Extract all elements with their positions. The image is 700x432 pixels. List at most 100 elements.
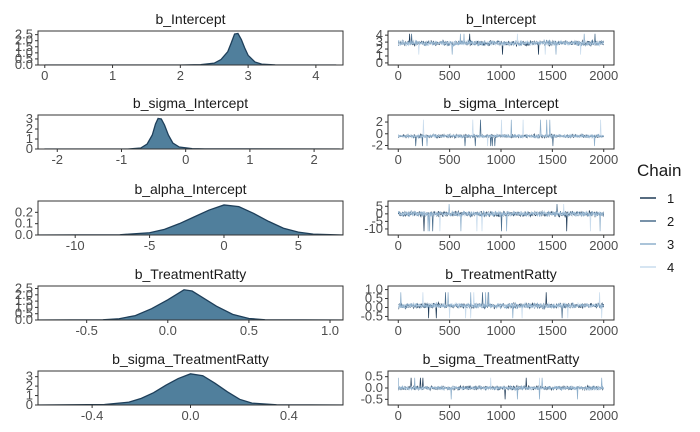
x-tick-label: 1.0 <box>321 323 339 338</box>
y-tick-label: 0 <box>376 55 383 70</box>
panel-border <box>37 30 344 66</box>
x-tick-label: 0.0 <box>181 408 199 423</box>
y-tick-label: 1 <box>26 388 33 403</box>
panel-border <box>37 200 344 236</box>
y-tick-label: 2.5 <box>15 27 33 42</box>
y-tick-label: 0 <box>26 141 33 156</box>
y-tick-label: 0.5 <box>365 369 383 384</box>
y-tick-label: 2.5 <box>15 281 33 296</box>
x-tick-label: 2 <box>310 152 317 167</box>
trace-panel-3: b_TreatmentRatty 0 500 1000 1500 2000 -0.50.00… <box>361 266 619 338</box>
y-tick-label: 1.5 <box>15 39 33 54</box>
y-tick-label: 1.0 <box>15 299 33 314</box>
y-tick-label: -5 <box>371 213 383 228</box>
x-tick-label: 1 <box>246 152 253 167</box>
y-tick-label: 0.5 <box>15 306 33 321</box>
y-tick-label: 2.0 <box>15 33 33 48</box>
x-tick-label: 4 <box>312 68 319 83</box>
x-tick-label: -5 <box>144 238 156 253</box>
x-tick-label: 0.4 <box>280 408 298 423</box>
x-tick-label: 3 <box>244 68 251 83</box>
y-tick-label: 1.0 <box>365 282 383 297</box>
y-tick-label: -2 <box>371 137 383 152</box>
density-line <box>44 32 337 65</box>
y-tick-label: 0.5 <box>15 51 33 66</box>
plot-area <box>38 204 343 235</box>
y-tick-label: 0.0 <box>365 299 383 314</box>
x-tick-label: -0.5 <box>75 323 97 338</box>
legend-label-2: 2 <box>667 214 674 229</box>
x-tick-label: 0 <box>395 238 402 253</box>
y-tick-label: -0.5 <box>361 391 383 406</box>
x-tick-label: 1500 <box>538 238 567 253</box>
density-panel-2: b_alpha_Intercept -10 -5 0 5 0.00.10.2 <box>15 181 344 253</box>
y-tick-label: 0.0 <box>15 57 33 72</box>
plot-area <box>397 33 605 55</box>
x-tick-label: 0 <box>41 68 48 83</box>
density-area <box>44 33 337 65</box>
density-panel-3: b_TreatmentRatty-0.5 0.0 0.5 1.00.00.51.01.… <box>15 266 344 338</box>
x-tick-label: 1000 <box>487 238 516 253</box>
panel-title: b_alpha_Intercept <box>445 181 557 197</box>
y-tick-label: 2 <box>26 378 33 393</box>
panel-title: b_sigma_TreatmentRatty <box>423 351 580 367</box>
x-tick-label: 500 <box>439 152 461 167</box>
x-tick-label: 2000 <box>589 68 618 83</box>
trace-chain-3 <box>398 292 604 319</box>
x-tick-label: 1500 <box>538 323 567 338</box>
y-tick-label: 1.5 <box>15 293 33 308</box>
panel-title: b_sigma_Intercept <box>133 95 248 111</box>
x-tick-label: 2000 <box>589 152 618 167</box>
legend-title: Chain <box>637 161 681 180</box>
panel-title: b_alpha_Intercept <box>134 181 246 197</box>
x-tick-label: 0 <box>395 68 402 83</box>
y-tick-label: 3 <box>26 111 33 126</box>
x-tick-label: 5 <box>295 238 302 253</box>
y-tick-label: 0.0 <box>15 312 33 327</box>
trace-chain-3 <box>397 203 604 232</box>
panel-title: b_sigma_TreatmentRatty <box>112 351 269 367</box>
plot-area <box>44 117 340 149</box>
y-tick-label: 1 <box>376 48 383 63</box>
y-tick-label: 1 <box>26 131 33 146</box>
y-tick-label: 4 <box>376 27 383 42</box>
y-tick-label: 3 <box>376 34 383 49</box>
y-tick-label: 3 <box>26 369 33 384</box>
y-tick-label: 2 <box>26 121 33 136</box>
y-tick-label: -0.5 <box>361 308 383 323</box>
legend-label-4: 4 <box>667 260 674 275</box>
y-tick-label: 0 <box>26 397 33 412</box>
x-tick-label: 500 <box>439 323 461 338</box>
x-tick-label: -1 <box>116 152 128 167</box>
plot-area <box>38 289 343 320</box>
panel-title: b_sigma_Intercept <box>443 95 558 111</box>
legend-label-1: 1 <box>667 191 674 206</box>
x-tick-label: 2 <box>177 68 184 83</box>
density-area <box>44 118 340 149</box>
x-tick-label: 0.0 <box>159 323 177 338</box>
x-tick-label: 0 <box>395 323 402 338</box>
plot-area <box>397 203 605 232</box>
trace-chain-3 <box>397 377 604 400</box>
x-tick-label: 1500 <box>538 408 567 423</box>
x-tick-label: 1500 <box>538 152 567 167</box>
density-line <box>44 117 340 149</box>
x-tick-label: 0.5 <box>240 323 258 338</box>
x-tick-label: 1000 <box>487 68 516 83</box>
plot-area <box>397 377 604 400</box>
plot-area <box>397 119 605 147</box>
density-area <box>38 373 343 405</box>
x-tick-label: -0.4 <box>81 408 103 423</box>
y-tick-label: 0 <box>376 126 383 141</box>
panel-title: b_TreatmentRatty <box>135 266 247 282</box>
x-tick-label: 1500 <box>538 68 567 83</box>
trace-chain-3 <box>397 119 605 147</box>
x-tick-label: 0 <box>182 152 189 167</box>
x-tick-label: -2 <box>51 152 63 167</box>
x-tick-label: 2000 <box>589 323 618 338</box>
plot-area <box>38 373 343 405</box>
